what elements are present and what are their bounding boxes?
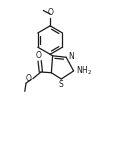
Text: NH$_2$: NH$_2$	[76, 65, 92, 77]
Text: N: N	[68, 52, 74, 61]
Text: S: S	[59, 80, 64, 89]
Text: O: O	[26, 74, 32, 83]
Text: O: O	[36, 51, 42, 60]
Text: O: O	[47, 8, 53, 17]
